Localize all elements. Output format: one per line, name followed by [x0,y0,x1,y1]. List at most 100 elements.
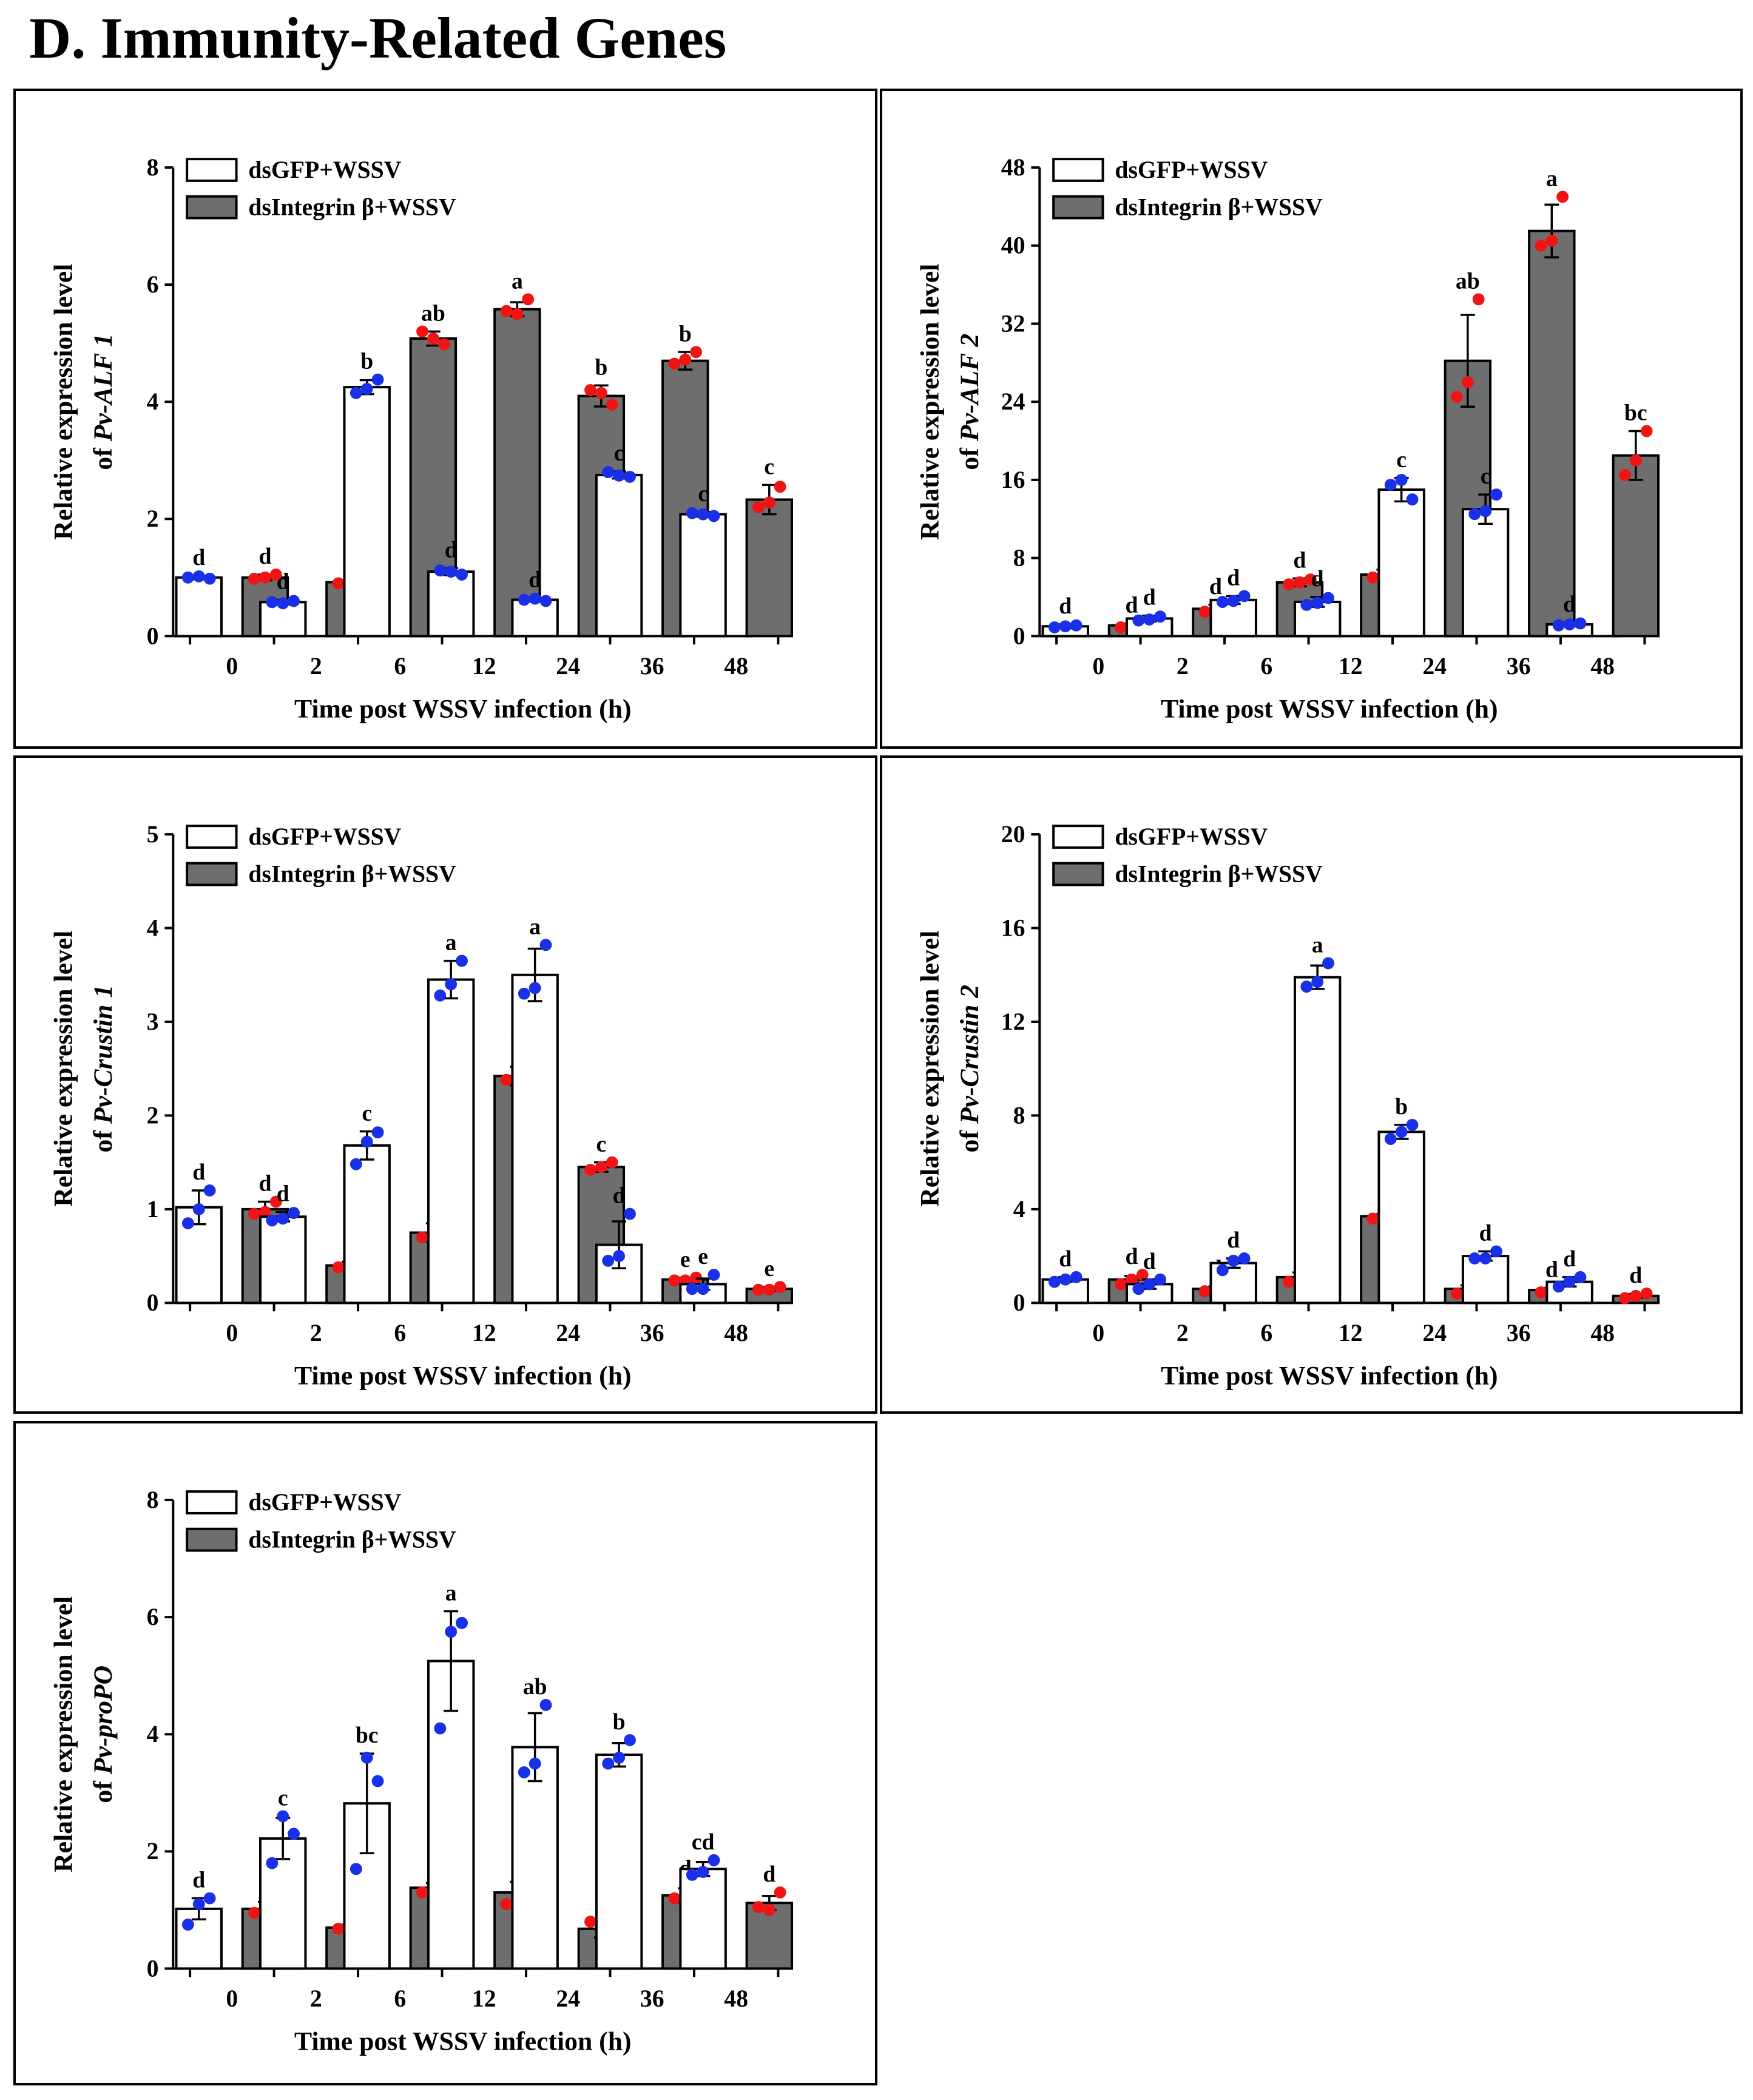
data-point-dsintegrin [668,1892,681,1905]
data-point-dsgfp [1300,598,1313,611]
significance-letter: d [277,569,289,595]
bar-dsgfp-36h [1461,508,1510,638]
data-point-dsintegrin [763,1283,775,1296]
data-point-dsintegrin [584,1916,596,1928]
data-point-dsgfp [434,564,447,577]
x-tick-label: 6 [394,1985,406,2012]
bar-dsgfp-12h [427,570,475,638]
x-tick-label: 36 [1507,1320,1531,1346]
y-tick-label: 0 [147,1955,159,1982]
significance-letter: a [1312,933,1323,958]
significance-letter: d [192,1868,205,1893]
data-point-dsgfp [1563,1275,1576,1288]
x-tick-label: 12 [472,1320,496,1346]
significance-letter: b [595,354,607,380]
x-tick-label: 36 [1507,653,1531,680]
x-tick-label: 2 [310,1320,322,1346]
data-point-dsintegrin [584,383,596,396]
data-point-dsintegrin [416,1886,428,1899]
significance-letter: d [1059,1246,1072,1272]
data-point-dsgfp [1227,1254,1240,1267]
y-axis-label: Relative expression level of Pv-Crustin 1 [49,931,118,1207]
y-tick-label: 5 [147,821,159,848]
legend-label-dsgfp: dsGFP+WSSV [248,823,401,850]
data-point-dsgfp [350,387,362,399]
data-point-dsintegrin [500,305,513,317]
data-point-dsgfp [1143,613,1156,626]
x-tick-label: 36 [640,1320,664,1346]
data-point-dsgfp [1216,1264,1229,1277]
x-tick-label: 0 [226,1320,238,1346]
data-point-dsgfp [624,1207,636,1220]
data-point-dsintegrin [427,333,439,345]
y-tick-label: 4 [147,914,159,941]
y-tick-label: 32 [1001,310,1025,337]
data-point-dsintegrin [332,577,345,590]
data-point-dsintegrin [752,1283,765,1296]
data-point-dsgfp [602,1757,615,1770]
data-point-dsgfp [456,1616,468,1629]
bar-dsgfp-6h [343,386,391,638]
x-tick-label: 12 [472,653,496,680]
data-point-dsintegrin [1304,573,1317,586]
bar-dsgfp-36h [595,473,643,638]
data-point-dsintegrin [1198,1285,1211,1297]
data-point-dsgfp [350,1863,362,1875]
x-tick-label: 0 [1092,653,1104,680]
data-point-dsgfp [1238,590,1251,603]
data-point-dsgfp [1154,610,1167,623]
data-point-dsgfp [1143,1278,1156,1291]
data-point-dsintegrin [668,357,681,370]
data-point-dsgfp [1322,957,1334,970]
bar-dsgfp-2h [259,1215,307,1305]
data-point-dsgfp [708,1269,720,1281]
significance-letter: c [698,481,708,507]
x-axis-label: Time post WSSV infection (h) [294,694,632,723]
data-point-dsgfp [1132,614,1145,627]
significance-letter: ab [523,1674,547,1700]
data-point-dsgfp [697,1283,709,1295]
y-tick-label: 40 [1001,232,1025,259]
y-tick-label: 8 [1013,1102,1025,1129]
legend-swatch-dsgfp [1052,158,1104,182]
significance-letter: d [192,545,205,570]
data-point-dsgfp [518,593,530,606]
significance-letter: c [278,1786,288,1811]
significance-letter: c [1481,464,1491,489]
y-tick-label: 8 [147,1487,159,1513]
significance-letter: d [1293,548,1306,573]
y-axis-label: Relative expression level of Pv-proPO [49,1596,118,1872]
significance-letter: c [596,1132,606,1157]
significance-letter: d [1563,592,1576,617]
data-point-dsgfp [1070,1271,1083,1283]
data-point-dsintegrin [437,338,450,351]
significance-letter: a [1546,166,1558,191]
data-point-dsintegrin [679,353,692,366]
data-point-dsintegrin [269,569,282,581]
significance-letter: b [679,321,692,346]
bar-dsgfp-24h [511,1746,559,1970]
data-point-dsgfp [613,1751,626,1764]
data-point-dsgfp [1132,1283,1145,1295]
data-point-dsgfp [288,1207,300,1219]
data-point-dsintegrin [1451,1287,1463,1300]
data-point-dsgfp [1479,505,1492,518]
data-point-dsgfp [613,1250,626,1263]
data-point-dsintegrin [248,572,261,585]
significance-letter: cd [692,1829,715,1855]
significance-letter: c [1396,447,1407,473]
y-tick-label: 2 [147,505,159,532]
bar-dsintegrin-48h [1612,454,1660,638]
data-point-dsgfp [1311,596,1324,609]
x-tick-label: 0 [1092,1320,1104,1346]
y-tick-label: 0 [1013,1289,1025,1316]
significance-letter: d [529,567,541,593]
significance-letter: b [1395,1094,1408,1119]
bar-dsintegrin-36h [1528,229,1576,638]
significance-letter: d [1125,593,1138,618]
x-axis-label: Time post WSSV infection (h) [1161,694,1498,723]
data-point-dsintegrin [1461,376,1474,388]
x-tick-label: 6 [1260,1320,1272,1346]
data-point-dsgfp [288,595,300,607]
data-point-dsgfp [518,987,530,1000]
